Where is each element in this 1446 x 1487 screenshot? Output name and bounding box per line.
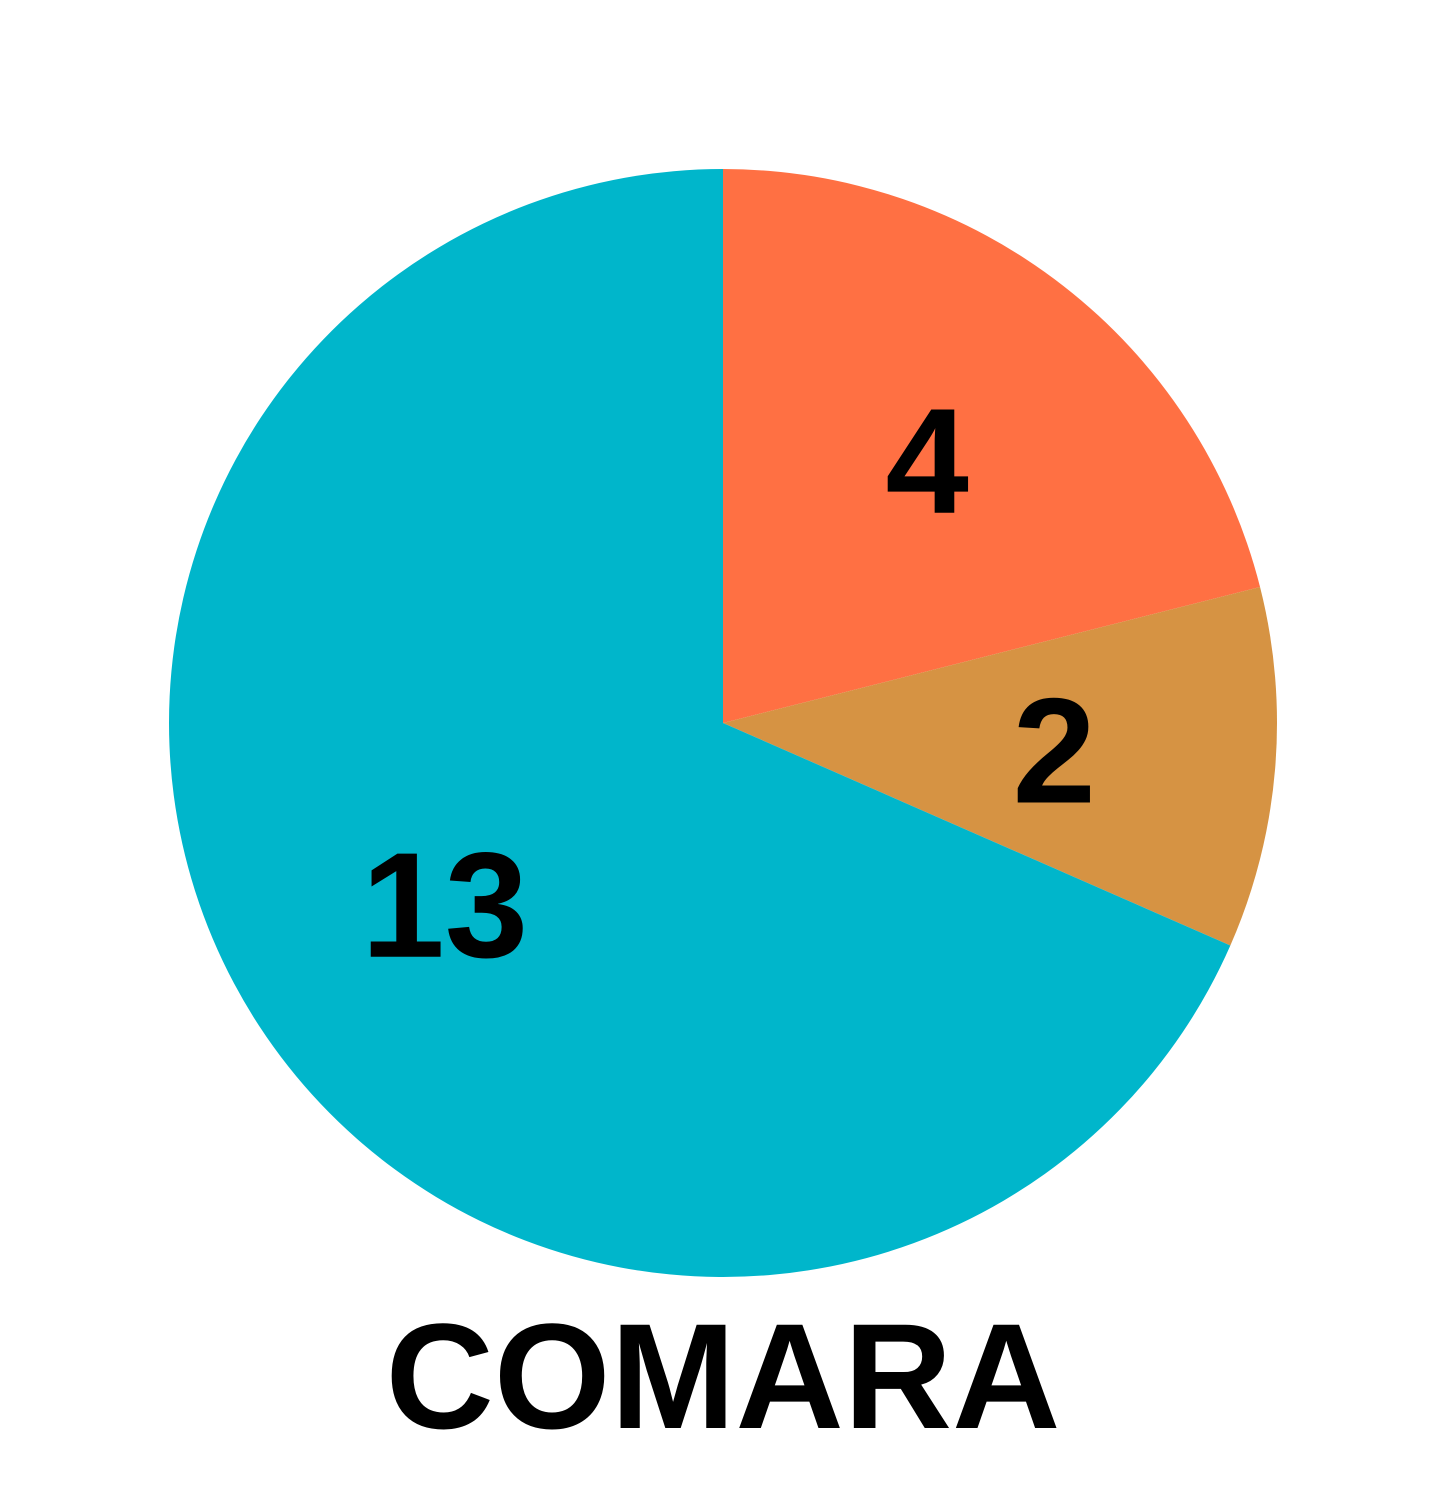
pie-slice-4: [723, 169, 1261, 723]
slice-label-2: 2: [1013, 666, 1096, 834]
pie-slice-2: [723, 587, 1278, 946]
slice-label-4: 4: [885, 377, 968, 545]
slice-label-13: 13: [361, 821, 528, 989]
pie-slices: [169, 169, 1278, 1278]
pie-slice-13: [169, 169, 1231, 1278]
slice-labels: 42 13: [361, 377, 1096, 989]
chart-title: COMARA: [386, 1292, 1061, 1460]
